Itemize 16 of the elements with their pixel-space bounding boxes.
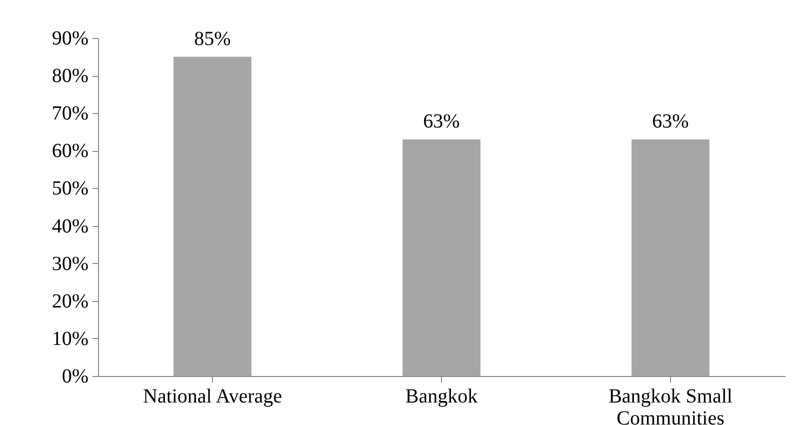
data-label: 63%: [423, 110, 460, 132]
x-tick-label: Bangkok Small Communities: [608, 386, 733, 425]
y-tick-label: 60%: [52, 140, 88, 162]
y-tick-label: 70%: [52, 102, 88, 125]
y-tick-label: 0%: [62, 366, 88, 388]
y-tick-label: 20%: [52, 290, 88, 312]
x-tick-label: National Average: [142, 386, 282, 408]
y-tick-label: 30%: [52, 252, 88, 275]
x-tick-label: Bangkok: [405, 386, 478, 408]
y-tick-label: 10%: [52, 328, 88, 350]
data-label: 85%: [194, 28, 231, 50]
y-tick-label: 90%: [52, 28, 88, 50]
y-tick-label: 40%: [52, 215, 88, 238]
y-tick-label: 50%: [52, 178, 88, 200]
data-label: 63%: [652, 110, 689, 132]
y-tick-label: 80%: [52, 65, 88, 88]
